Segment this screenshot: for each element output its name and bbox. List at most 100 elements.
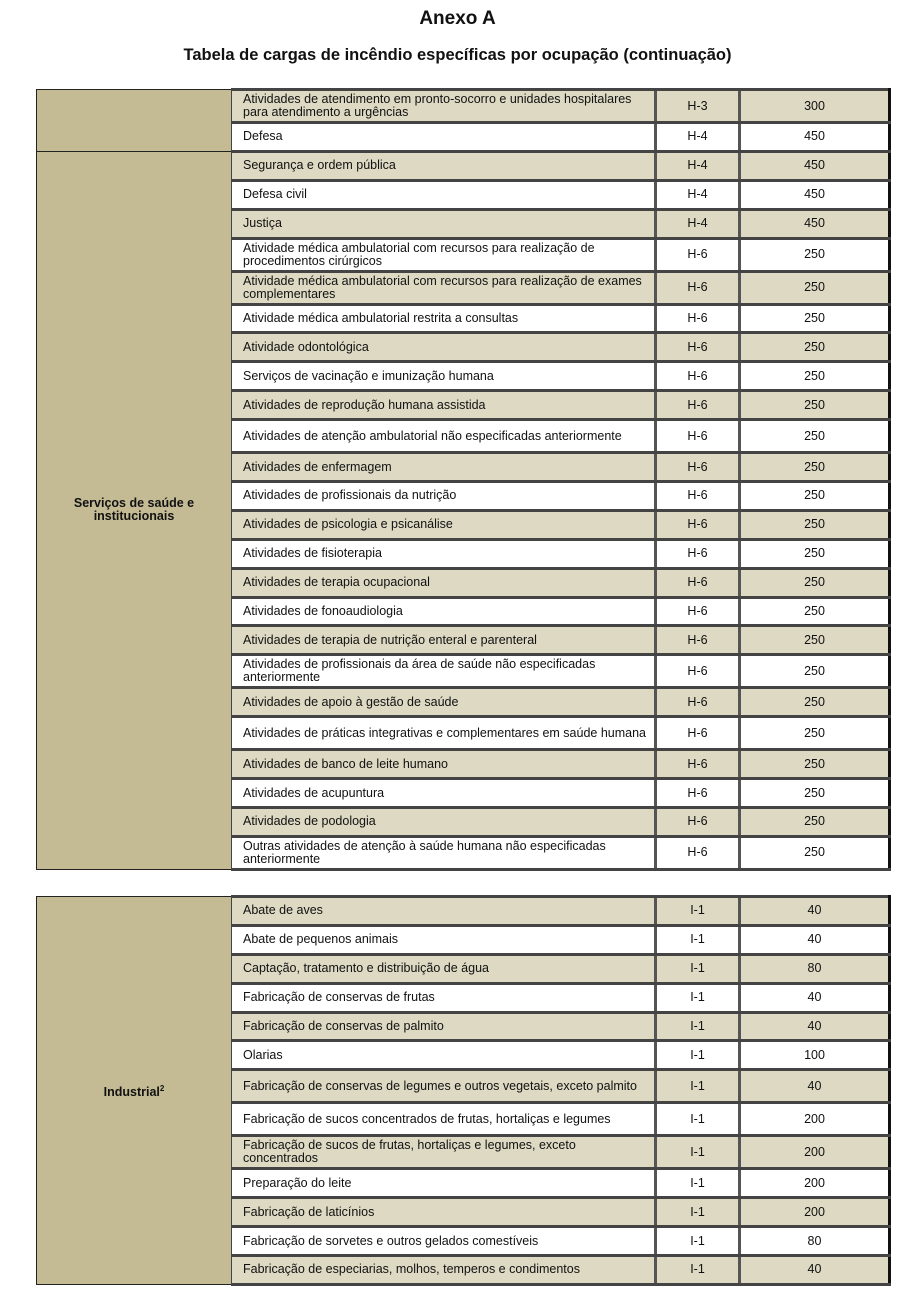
table-row: Atividades de podologia H-6 250 [37, 806, 891, 838]
activity-description: Segurança e ordem pública [231, 149, 656, 182]
division-code: H-6 [654, 624, 740, 657]
activity-description: Fabricação de sorvetes e outros gelados … [231, 1225, 656, 1258]
division-code: H-6 [654, 748, 740, 781]
activity-description: Fabricação de conservas de palmito [231, 1010, 656, 1043]
fire-load-value: 250 [738, 418, 891, 455]
footnote-marker: 2 [159, 1083, 165, 1093]
activity-description: Atividades de atenção ambulatorial não e… [231, 418, 656, 455]
division-code: H-6 [654, 686, 740, 719]
table-row: Serviços de vacinação e imunização human… [37, 360, 891, 393]
table-row: Atividades de práticas integrativas e co… [37, 715, 891, 752]
fire-load-value: 250 [738, 389, 891, 422]
division-code: I-1 [654, 1134, 740, 1171]
division-code: H-6 [654, 508, 740, 541]
table-row: Atividades de acupuntura H-6 250 [37, 777, 891, 810]
table-row: Defesa civil H-4 450 [37, 178, 891, 211]
activity-description: Atividades de podologia [231, 806, 656, 838]
division-code: H-4 [654, 121, 740, 153]
activity-description: Defesa civil [231, 178, 656, 211]
activity-description: Atividades de fisioterapia [231, 537, 656, 570]
activity-description: Abate de pequenos animais [231, 923, 656, 956]
fire-load-value: 250 [738, 269, 891, 306]
activity-description: Fabricação de especiarias, molhos, tempe… [231, 1254, 656, 1286]
table-row: Atividade médica ambulatorial restrita a… [37, 302, 891, 335]
activity-description: Outras atividades de atenção à saúde hum… [231, 834, 656, 871]
division-code: H-6 [654, 418, 740, 455]
fire-load-value: 250 [738, 480, 891, 512]
activity-description: Atividade médica ambulatorial com recurs… [231, 269, 656, 306]
division-code: H-6 [654, 302, 740, 335]
table-row: Defesa H-4 450 [37, 121, 891, 153]
division-code: H-4 [654, 207, 740, 240]
table-row: Captação, tratamento e distribuição de á… [37, 952, 891, 985]
fire-load-value: 40 [738, 1068, 891, 1105]
division-code: H-6 [654, 715, 740, 752]
division-code: I-1 [654, 923, 740, 956]
activity-description: Atividades de profissionais da nutrição [231, 480, 656, 512]
fire-load-value: 200 [738, 1196, 891, 1229]
activity-description: Fabricação de conservas de legumes e out… [231, 1068, 656, 1105]
table-row: Atividades de reprodução humana assistid… [37, 389, 891, 422]
fire-load-table-health: Atividades de atendimento em pronto-soco… [36, 88, 891, 871]
fire-load-value: 450 [738, 121, 891, 153]
activity-description: Atividades de apoio à gestão de saúde [231, 686, 656, 719]
table-row: Atividades de atendimento em pronto-soco… [36, 88, 891, 152]
fire-load-value: 250 [738, 537, 891, 570]
fire-load-value: 250 [738, 331, 891, 364]
division-code: H-6 [654, 653, 740, 690]
page-title: Anexo A [419, 8, 496, 29]
fire-load-value: 40 [738, 1254, 891, 1286]
category-cell [36, 89, 232, 152]
activity-description: Atividades de terapia de nutrição entera… [231, 624, 656, 657]
activity-description: Fabricação de sucos de frutas, hortaliça… [231, 1134, 656, 1171]
table-row: Atividades de profissionais da área de s… [37, 653, 891, 690]
table-title: Tabela de cargas de incêndio específicas… [183, 46, 732, 64]
table-row: Atividades de terapia ocupacional H-6 250 [37, 566, 891, 599]
fire-load-value: 250 [738, 566, 891, 599]
category-label: Industrial [103, 1085, 160, 1100]
fire-load-value: 200 [738, 1167, 891, 1200]
activity-description: Abate de aves [231, 895, 656, 927]
division-code: I-1 [654, 1196, 740, 1229]
division-code: H-6 [654, 595, 740, 628]
table-row: Atividades de psicologia e psicanálise H-… [37, 508, 891, 541]
fire-load-value: 80 [738, 952, 891, 985]
table-row: Fabricação de laticínios I-1 200 [37, 1196, 891, 1229]
activity-description: Atividades de banco de leite humano [231, 748, 656, 781]
fire-load-value: 250 [738, 686, 891, 719]
category-cell: Industrial2 [36, 896, 232, 1285]
table-row: Preparação do leite I-1 200 [37, 1167, 891, 1200]
table-row: Atividades de fisioterapia H-6 250 [37, 537, 891, 570]
table-row: Atividades de terapia de nutrição entera… [37, 624, 891, 657]
fire-load-value: 200 [738, 1101, 891, 1138]
fire-load-value: 250 [738, 834, 891, 871]
division-code: I-1 [654, 1254, 740, 1286]
division-code: H-6 [654, 566, 740, 599]
division-code: I-1 [654, 1068, 740, 1105]
table-row: Atividades de profissionais da nutrição H… [37, 480, 891, 512]
table-row: Fabricação de sorvetes e outros gelados … [37, 1225, 891, 1258]
division-code: H-4 [654, 149, 740, 182]
division-code: H-6 [654, 451, 740, 484]
division-code: H-6 [654, 480, 740, 512]
fire-load-value: 250 [738, 653, 891, 690]
table-row: Atividades de enfermagem H-6 250 [37, 451, 891, 484]
activity-description: Defesa [231, 121, 656, 153]
fire-load-table-industrial: Industrial2 Abate de aves I-1 40 Abate de pe… [36, 895, 891, 1286]
division-code: I-1 [654, 981, 740, 1014]
fire-load-value: 450 [738, 149, 891, 182]
fire-load-value: 100 [738, 1039, 891, 1072]
fire-load-value: 250 [738, 236, 891, 273]
activity-description: Atividades de terapia ocupacional [231, 566, 656, 599]
fire-load-value: 250 [738, 302, 891, 335]
activity-description: Fabricação de sucos concentrados de frut… [231, 1101, 656, 1138]
division-code: I-1 [654, 1010, 740, 1043]
division-code: H-6 [654, 777, 740, 810]
table-row: Atividades de atenção ambulatorial não e… [37, 418, 891, 455]
fire-load-value: 450 [738, 178, 891, 211]
activity-description: Atividades de profissionais da área de s… [231, 653, 656, 690]
category-label: Serviços de saúde e institucionais [73, 496, 195, 524]
fire-load-value: 250 [738, 777, 891, 810]
fire-load-value: 40 [738, 923, 891, 956]
activity-description: Captação, tratamento e distribuição de á… [231, 952, 656, 985]
